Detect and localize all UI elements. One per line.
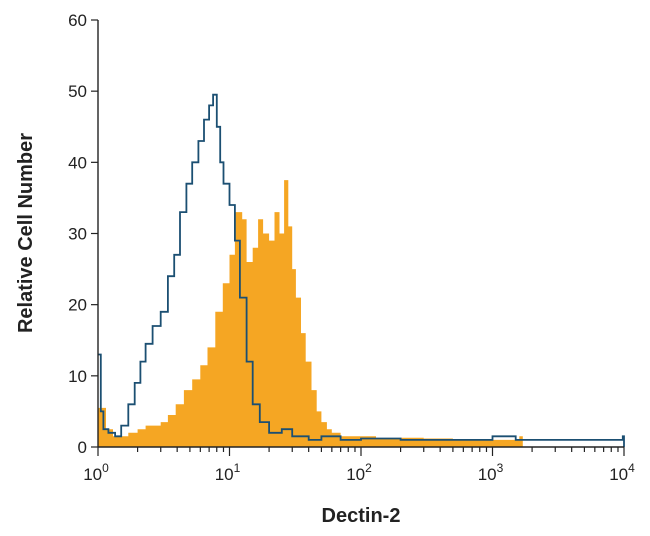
x-tick-label: 100: [83, 461, 109, 484]
y-tick-label: 0: [78, 438, 87, 457]
x-axis-title: Dectin-2: [322, 505, 401, 527]
plot-area: [98, 93, 625, 447]
x-axis-ticks: 100 101 102 103 104: [83, 447, 635, 484]
x-tick-label: 103: [478, 461, 504, 484]
y-tick-label: 50: [68, 82, 87, 101]
x-tick-label: 101: [215, 461, 241, 484]
y-axis-title: Relative Cell Number: [15, 133, 37, 333]
x-tick-label: 102: [346, 461, 372, 484]
y-tick-label: 10: [68, 367, 87, 386]
y-tick-label: 40: [68, 153, 87, 172]
y-axis-ticks: 0 10 20 30 40 50 60: [68, 11, 98, 457]
y-tick-label: 20: [68, 296, 87, 315]
y-tick-label: 30: [68, 225, 87, 244]
x-tick-label: 104: [609, 461, 635, 484]
histogram-outline-series: [98, 93, 625, 447]
y-tick-label: 60: [68, 11, 87, 30]
histogram-filled-series: [98, 180, 523, 447]
